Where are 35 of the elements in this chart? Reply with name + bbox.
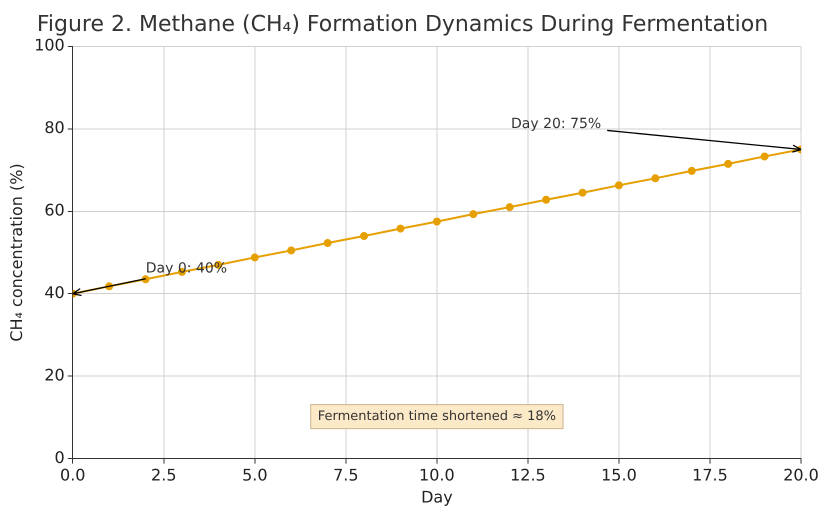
y-tick-label: 40	[44, 282, 65, 302]
y-axis-title: CH₄ concentration (%)	[6, 163, 26, 342]
point	[578, 188, 587, 197]
point	[287, 246, 296, 254]
point	[396, 224, 404, 233]
x-tick-label: 15.0	[601, 465, 637, 484]
y-tick-label: 100	[34, 36, 65, 55]
point	[724, 160, 732, 168]
y-tick-label: 80	[44, 118, 65, 137]
x-tick-label: 10.0	[419, 465, 455, 484]
point	[542, 196, 550, 204]
point	[469, 210, 478, 218]
point	[688, 166, 696, 175]
point	[250, 253, 259, 262]
x-tick-label: 2.5	[151, 465, 176, 484]
x-tick-label: 5.0	[242, 465, 268, 484]
point	[360, 232, 368, 240]
x-tick-label: 17.5	[692, 465, 728, 484]
point	[614, 181, 623, 190]
x-axis-title: Day	[421, 488, 453, 507]
x-tick-label: 20.0	[783, 465, 819, 484]
x-tick-label: 0.0	[60, 465, 86, 484]
point	[506, 203, 514, 212]
x-tick-label: 12.5	[510, 465, 546, 484]
chart-title: Figure 2. Methane (CH₄) Formation Dynamics During Fermentation	[36, 12, 768, 37]
y-tick-label: 60	[44, 200, 65, 220]
point	[760, 152, 769, 160]
x-tick-label: 7.5	[333, 465, 359, 484]
y-tick-label: 0	[54, 448, 65, 467]
annotation: Fermentation time shortened ≈ 18%	[318, 408, 556, 424]
point	[651, 174, 660, 182]
annotation: Day 20: 75%	[511, 116, 602, 132]
point	[324, 239, 332, 248]
y-tick-label: 20	[44, 365, 65, 384]
point	[432, 218, 441, 226]
